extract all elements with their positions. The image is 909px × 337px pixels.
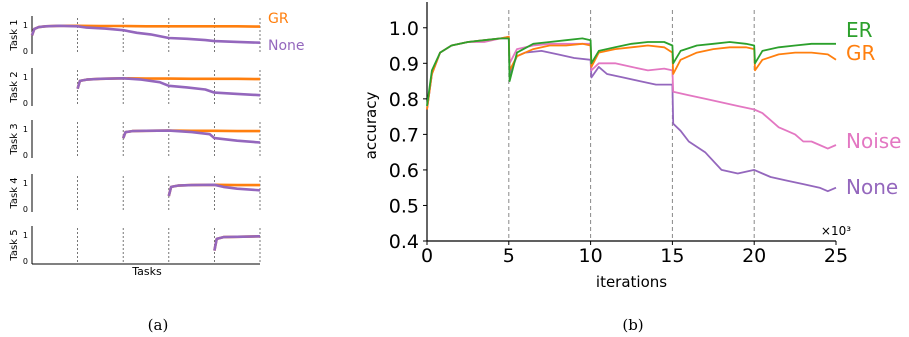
panel-b-accuracy-plot: 0.4 0.5 0.6 0.7 0.8 0.9 1.0 0 5 10 15 20 25 ×10³ itera…	[362, 2, 901, 291]
subplot-label: Task 2	[9, 71, 20, 103]
y-tick-label: 0.4	[389, 231, 419, 253]
subplot-label: Task 4	[9, 177, 20, 209]
series-line-none	[167, 183, 261, 197]
x-tick-label: 20	[742, 245, 766, 267]
y-tick-label: 0	[23, 257, 28, 266]
panel-b-caption: (b)	[622, 316, 643, 334]
y-tick-label: 1	[23, 179, 28, 188]
y-tick-label: 1	[23, 73, 28, 82]
legend-label-gr: GR	[846, 41, 875, 65]
y-tick-label: 0.7	[389, 124, 419, 146]
x-tick-label: 15	[660, 245, 684, 267]
panel-a-x-axis-label: Tasks	[131, 265, 162, 278]
y-tick-label: 0	[23, 99, 28, 108]
y-tick-label: 1	[23, 21, 28, 30]
y-tick-label: 1	[23, 231, 28, 240]
y-tick-label: 0.6	[389, 160, 419, 182]
y-axis-label: accuracy	[362, 92, 380, 160]
panel-a-caption: (a)	[148, 316, 169, 334]
series-line-none	[30, 24, 261, 44]
x-tick-label: 0	[421, 245, 433, 267]
y-tick-label: 0.8	[389, 89, 419, 111]
y-tick-label: 0.9	[389, 53, 419, 75]
legend-label-gr: GR	[268, 11, 289, 27]
legend-label-none: None	[846, 175, 898, 199]
x-tick-label: 5	[503, 245, 515, 267]
series-line-none	[76, 77, 261, 97]
subplot-label: Task 3	[9, 123, 20, 155]
y-tick-label: 0	[23, 47, 28, 56]
y-tick-label: 0.5	[389, 195, 419, 217]
legend-label-none: None	[268, 38, 305, 54]
subplot-label: Task 1	[9, 19, 20, 51]
y-tick-label: 1	[23, 125, 28, 134]
series-line-none	[426, 37, 837, 193]
x-axis-label: iterations	[596, 273, 667, 291]
y-tick-label: 0	[23, 151, 28, 160]
x-tick-label: 10	[579, 245, 603, 267]
legend-label-noise: Noise	[846, 129, 901, 153]
legend-label-er: ER	[846, 18, 873, 42]
y-tick-label: 0	[23, 205, 28, 214]
y-tick-label: 1.0	[389, 18, 419, 40]
series-line-none	[213, 235, 261, 251]
x-axis-multiplier: ×10³	[821, 224, 851, 238]
x-tick-label: 25	[824, 245, 848, 267]
series-line-noise	[426, 35, 837, 150]
subplot-label: Task 5	[9, 229, 20, 261]
series-line-er	[426, 37, 836, 107]
series-line-none	[121, 129, 261, 144]
